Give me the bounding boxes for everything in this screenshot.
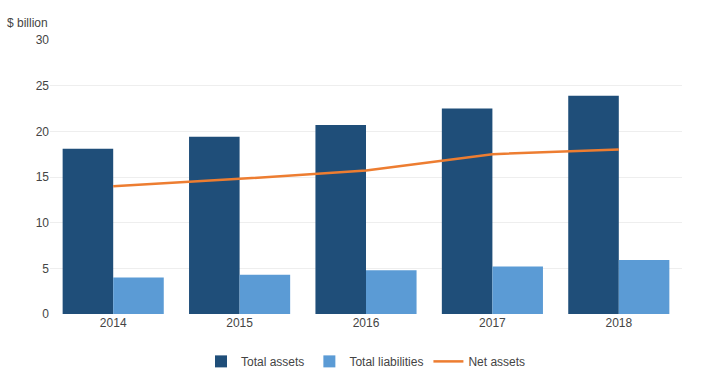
svg-text:5: 5 <box>42 262 49 276</box>
svg-text:30: 30 <box>36 33 50 47</box>
svg-text:20: 20 <box>36 125 50 139</box>
svg-text:2018: 2018 <box>605 316 632 330</box>
svg-text:2014: 2014 <box>100 316 127 330</box>
svg-text:Total assets: Total assets <box>241 355 304 369</box>
svg-text:Net assets: Net assets <box>468 355 525 369</box>
svg-text:25: 25 <box>36 79 50 93</box>
svg-text:2017: 2017 <box>479 316 506 330</box>
svg-text:2016: 2016 <box>353 316 380 330</box>
svg-text:Total liabilities: Total liabilities <box>349 355 423 369</box>
svg-text:$ billion: $ billion <box>7 16 48 30</box>
svg-text:0: 0 <box>42 307 49 321</box>
svg-text:2015: 2015 <box>226 316 253 330</box>
svg-text:10: 10 <box>36 216 50 230</box>
svg-text:15: 15 <box>36 170 50 184</box>
